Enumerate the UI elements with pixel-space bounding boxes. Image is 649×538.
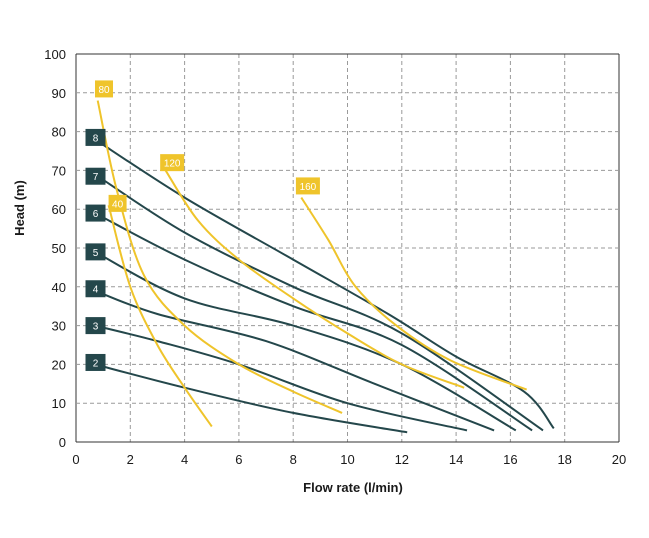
pressure-tag-6: 6 [85,204,106,222]
x-tick-label: 20 [612,452,626,467]
pressure-tag-4: 4 [85,280,106,298]
y-tick-label: 30 [52,319,66,334]
x-tick-label: 14 [449,452,463,467]
x-tick-label: 16 [503,452,517,467]
tick-labels: 0 2 4 6 8 10 12 14 16 18 20 0 10 20 30 40 50 60 70 80 90 100 [44,47,626,467]
x-tick-label: 18 [557,452,571,467]
x-tick-label: 12 [395,452,409,467]
pressure-curve-7 [94,173,544,432]
pressure-curve-2 [94,363,408,434]
y-tick-label: 60 [52,202,66,217]
pressure-tag-label: 4 [93,285,99,296]
air-curve-80 [96,100,343,414]
pressure-curve-8 [94,138,555,430]
air-tag-label: 160 [300,182,317,193]
pressure-tag-8: 8 [85,128,106,146]
air-tag-box [95,80,114,98]
pressure-tag-5: 5 [85,243,106,261]
y-tick-label: 80 [52,125,66,140]
y-tick-label: 90 [52,86,66,101]
pressure-tag-label: 6 [93,209,99,220]
x-tick-label: 6 [235,452,242,467]
pressure-tag-label: 5 [93,248,99,259]
y-tick-label: 10 [52,396,66,411]
curves [94,100,555,434]
air-tag-120: 120 [160,154,185,172]
air-tag-box [160,154,185,172]
y-tick-label: 50 [52,241,66,256]
x-tick-label: 2 [127,452,134,467]
air-tag-label: 80 [98,85,110,96]
y-axis-label: Head (m) [12,180,27,236]
pressure-tag-2: 2 [85,353,106,371]
y-tick-label: 20 [52,357,66,372]
x-tick-label: 0 [72,452,79,467]
pressure-tag-box [85,243,106,261]
pressure-tag-7: 7 [85,167,106,185]
x-tick-label: 10 [340,452,354,467]
air-tag-label: 40 [112,199,124,210]
x-tick-label: 8 [290,452,297,467]
air-tag-label: 120 [164,159,181,170]
air-curve-120 [164,169,465,389]
y-tick-label: 100 [44,47,66,62]
pressure-curve-4 [94,289,495,432]
pressure-tag-box [85,128,106,146]
y-tick-label: 0 [59,435,66,450]
pressure-tag-box [85,280,106,298]
x-axis-label: Flow rate (l/min) [303,480,403,495]
curve-tags: 2 3 4 5 6 7 8 40 80 120 160 [85,80,320,371]
pressure-tag-label: 7 [93,172,99,183]
air-tag-160: 160 [295,177,320,195]
pressure-tag-box [85,167,106,185]
x-tick-label: 4 [181,452,188,467]
pressure-tag-box [85,353,106,371]
y-tick-label: 70 [52,163,66,178]
pressure-curve-6 [94,212,533,432]
pressure-tag-box [85,317,106,335]
pressure-curve-5 [94,251,517,432]
air-tag-box [108,194,127,212]
air-tag-box [295,177,320,195]
y-tick-label: 40 [52,280,66,295]
pressure-tag-label: 2 [93,358,99,369]
pressure-tag-3: 3 [85,317,106,335]
pressure-curve-3 [94,324,468,432]
air-tag-40: 40 [108,194,127,212]
air-tag-80: 80 [95,80,114,98]
air-curve-40 [107,205,213,428]
pressure-tag-box [85,204,106,222]
pressure-tag-label: 8 [93,133,99,144]
grid [75,53,620,443]
air-curve-160 [300,197,528,391]
pressure-tag-label: 3 [93,322,99,333]
